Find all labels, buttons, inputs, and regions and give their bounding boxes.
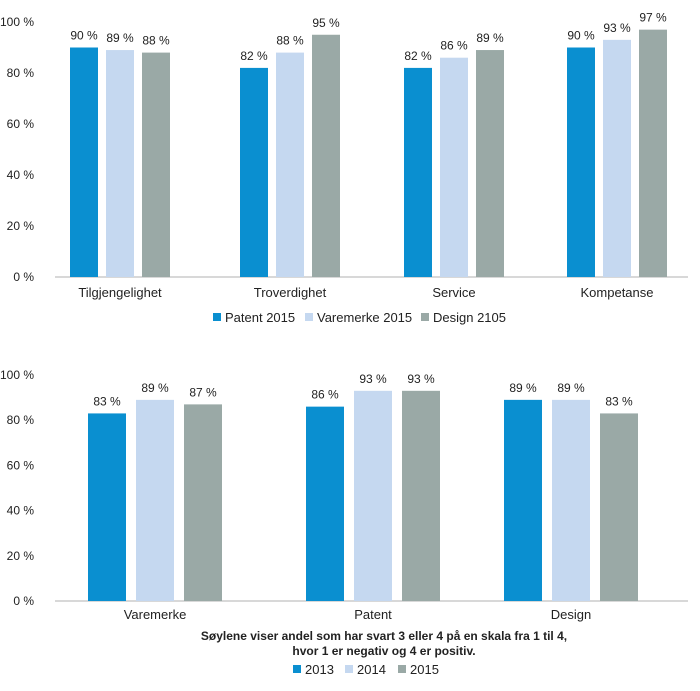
legend-swatch (305, 313, 313, 321)
data-label: 90 % (70, 29, 98, 43)
bar (142, 52, 170, 277)
data-label: 88 % (276, 34, 304, 48)
y-tick-label: 100 % (0, 15, 34, 29)
y-tick-label: 20 % (7, 549, 35, 563)
legend-label: 2015 (410, 662, 439, 677)
bar (136, 399, 174, 601)
data-label: 86 % (311, 388, 339, 402)
data-label: 93 % (603, 21, 631, 35)
x-tick-label: Patent (354, 607, 392, 622)
y-tick-label: 40 % (7, 504, 35, 518)
bar (240, 67, 268, 278)
bar (402, 390, 440, 601)
bar (306, 406, 344, 601)
chart-note: hvor 1 er negativ og 4 er positiv. (292, 644, 475, 658)
x-tick-label: Troverdighet (254, 285, 327, 300)
chart-note: Søylene viser andel som har svart 3 elle… (201, 629, 567, 643)
bar (184, 404, 222, 601)
data-label: 97 % (639, 11, 667, 25)
legend-label: Design 2105 (433, 310, 506, 325)
legend-swatch (345, 665, 353, 673)
data-label: 86 % (440, 39, 468, 53)
legend-swatch (213, 313, 221, 321)
legend-swatch (398, 665, 406, 673)
data-label: 83 % (605, 394, 633, 408)
data-label: 87 % (189, 385, 217, 399)
data-label: 95 % (312, 16, 340, 30)
x-tick-label: Tilgjengelighet (78, 285, 162, 300)
x-tick-label: Design (551, 607, 591, 622)
bar (600, 413, 638, 601)
bar (504, 399, 542, 601)
legend-label: 2013 (305, 662, 334, 677)
y-tick-label: 80 % (7, 66, 35, 80)
data-label: 89 % (106, 31, 134, 45)
legend-label: Varemerke 2015 (317, 310, 412, 325)
bar (106, 50, 134, 277)
data-label: 89 % (476, 31, 504, 45)
data-label: 89 % (509, 381, 537, 395)
bar (603, 39, 631, 277)
bar (354, 390, 392, 601)
data-label: 89 % (141, 381, 169, 395)
legend-swatch (421, 313, 429, 321)
data-label: 93 % (407, 372, 435, 386)
x-tick-label: Service (432, 285, 475, 300)
data-label: 89 % (557, 381, 585, 395)
x-tick-label: Varemerke (124, 607, 187, 622)
data-label: 93 % (359, 372, 387, 386)
bar (88, 413, 126, 601)
y-tick-label: 80 % (7, 413, 35, 427)
data-label: 82 % (240, 49, 268, 63)
bar (70, 47, 98, 277)
y-tick-label: 100 % (0, 368, 34, 382)
y-tick-label: 60 % (7, 117, 35, 131)
legend-label: Patent 2015 (225, 310, 295, 325)
y-tick-label: 0 % (13, 594, 34, 608)
y-tick-label: 20 % (7, 219, 35, 233)
y-tick-label: 40 % (7, 168, 35, 182)
bar (552, 399, 590, 601)
bar (639, 29, 667, 278)
data-label: 83 % (93, 394, 121, 408)
bar (440, 57, 468, 278)
bar (567, 47, 595, 277)
data-label: 88 % (142, 34, 170, 48)
data-label: 82 % (404, 49, 432, 63)
data-label: 90 % (567, 29, 595, 43)
x-tick-label: Kompetanse (581, 285, 654, 300)
bar (476, 50, 504, 277)
legend-swatch (293, 665, 301, 673)
y-tick-label: 0 % (13, 270, 34, 284)
bar (404, 67, 432, 278)
bar (276, 52, 304, 277)
bar (312, 34, 340, 277)
legend-label: 2014 (357, 662, 386, 677)
y-tick-label: 60 % (7, 458, 35, 472)
